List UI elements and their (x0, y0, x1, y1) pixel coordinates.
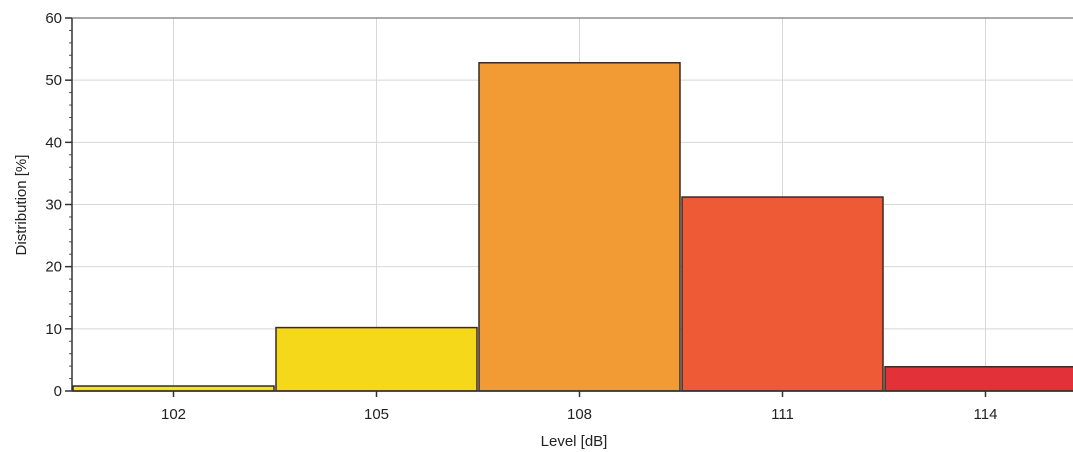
x-tick-label: 114 (974, 406, 998, 423)
bars (72, 62, 1073, 392)
y-tick-label: 20 (45, 259, 62, 276)
y-tick-label: 50 (45, 72, 62, 89)
x-axis-title: Level [dB] (541, 433, 608, 450)
axes (65, 17, 1073, 397)
x-tick-label: 102 (161, 406, 186, 423)
bar-111 (681, 196, 884, 392)
bar-114 (884, 366, 1073, 392)
y-axis-title: Distribution [%] (13, 155, 30, 256)
bar-105 (275, 326, 478, 392)
x-tick-label: 105 (364, 406, 389, 423)
x-tick-label: 111 (771, 406, 794, 423)
x-tick-label: 108 (567, 406, 592, 423)
y-tick-label: 60 (45, 10, 62, 27)
y-tick-label: 30 (45, 197, 62, 214)
y-tick-label: 0 (54, 383, 62, 400)
y-tick-label: 40 (45, 134, 62, 151)
x-tick-labels: 102 105 108 111 114 (161, 406, 997, 423)
y-tick-labels: 0 10 20 30 40 50 60 (45, 10, 62, 400)
bar-108 (478, 62, 681, 392)
y-tick-label: 10 (45, 321, 62, 338)
